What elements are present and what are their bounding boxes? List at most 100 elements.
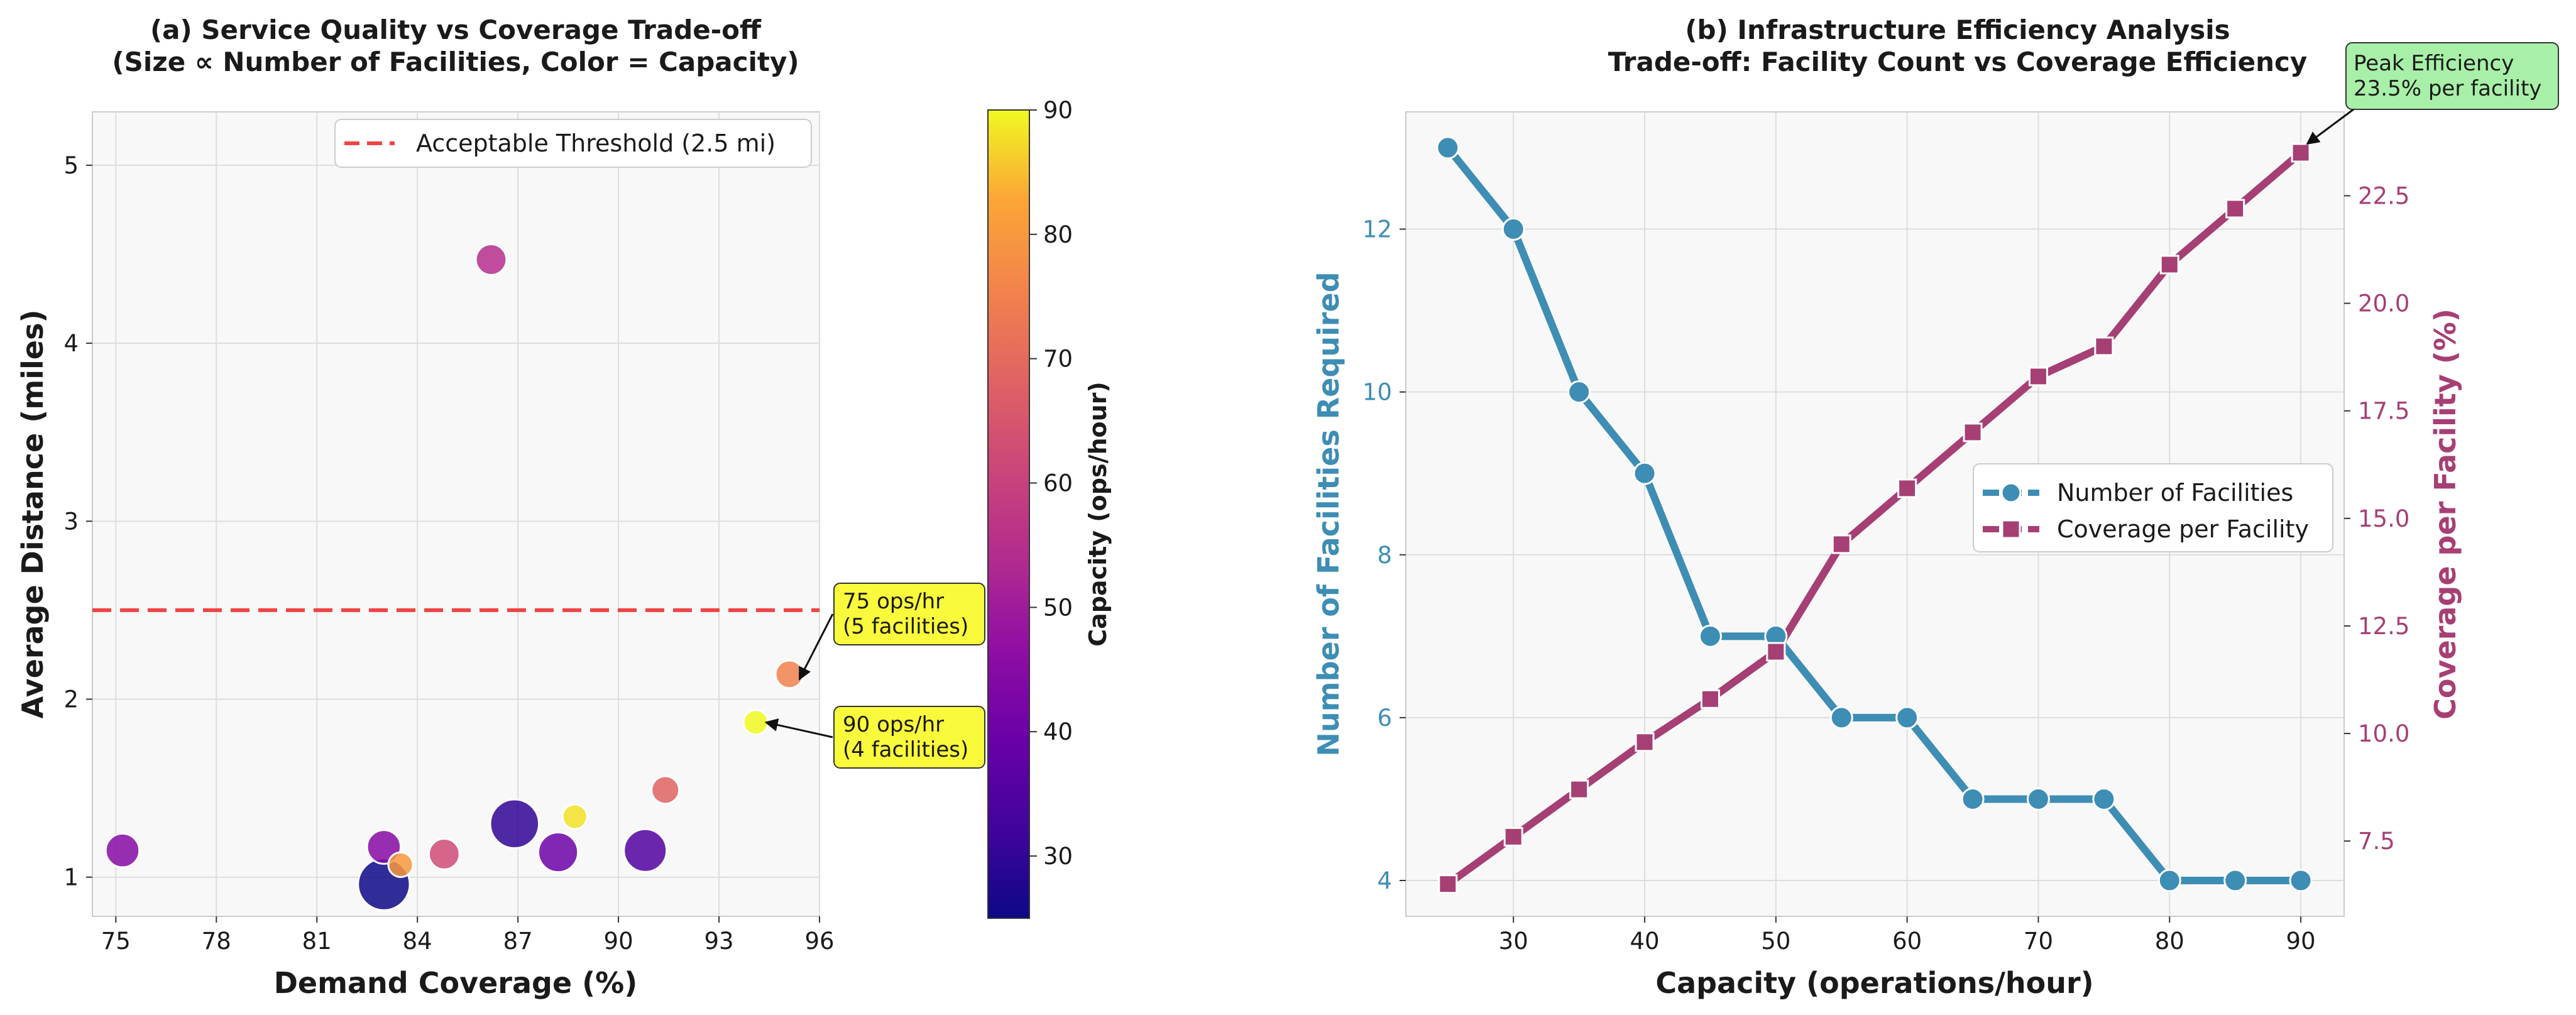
chart-a-subtitle: (Size ∝ Number of Facilities, Color = Ca… — [112, 47, 799, 77]
x-tick-label: 80 — [2155, 928, 2184, 955]
colorbar-label: Capacity (ops/hour) — [1084, 381, 1112, 647]
x-tick-label: 78 — [202, 928, 231, 955]
y2-tick-label: 17.5 — [2358, 398, 2409, 425]
y-tick-label: 2 — [63, 686, 79, 713]
chart-a-ticks: 75 78 81 84 87 90 93 96 1 2 3 4 5 — [63, 152, 834, 955]
peak-annotation-line2: 23.5% per facility — [2354, 76, 2541, 101]
facilities-point — [2157, 869, 2181, 892]
x-tick-label: 40 — [1630, 928, 1659, 955]
facilities-point — [2026, 787, 2050, 811]
scatter-point — [489, 798, 540, 850]
colorbar-tick-label: 60 — [1043, 470, 1073, 497]
legend-threshold-label: Acceptable Threshold (2.5 mi) — [416, 129, 776, 157]
x-tick-label: 30 — [1499, 928, 1528, 955]
coverage-point — [1897, 478, 1917, 498]
y-tick-label: 5 — [63, 152, 79, 179]
chart-a: (a) Service Quality vs Coverage Trade-of… — [16, 14, 1112, 1000]
x-tick-label: 60 — [1892, 928, 1922, 955]
y-tick-label: 3 — [63, 508, 79, 535]
coverage-point — [1438, 874, 1458, 894]
colorbar-ticks: 30 40 50 60 70 80 90 — [1029, 97, 1073, 870]
annotation-line1: 75 ops/hr — [843, 589, 944, 614]
coverage-point — [1700, 689, 1720, 709]
legend-box — [334, 119, 812, 168]
colorbar-tick-label: 90 — [1043, 97, 1073, 124]
coverage-point — [2291, 143, 2311, 163]
x-tick-label: 90 — [604, 928, 633, 955]
coverage-point — [1766, 642, 1786, 662]
facilities-point — [2223, 869, 2247, 892]
peak-annotation-line1: Peak Efficiency — [2354, 51, 2514, 76]
annotation-arrow — [764, 718, 833, 738]
chart-b-subtitle: Trade-off: Facility Count vs Coverage Ef… — [1608, 47, 2308, 77]
chart-b-ticks: 30 40 50 60 70 80 90 4 6 8 10 12 7.5 10.0 12.5 15.0 17.5… — [1362, 182, 2409, 955]
colorbar-tick-label: 80 — [1043, 221, 1073, 248]
facilities-point — [2092, 787, 2116, 811]
peak-annotation: Peak Efficiency 23.5% per facility — [2306, 42, 2559, 145]
series-facilities-line — [1445, 145, 2301, 884]
facilities-point — [2289, 869, 2313, 892]
y2-tick-label: 12.5 — [2358, 613, 2409, 640]
y2-tick-label: 15.0 — [2358, 505, 2409, 532]
peak-annotation-box — [2345, 42, 2559, 110]
annotation-arrow — [798, 613, 834, 681]
scatter-point — [742, 709, 769, 736]
chart-b-y2label: Coverage per Facility (%) — [2428, 309, 2462, 720]
coverage-point — [2028, 366, 2048, 387]
y2-tick-label: 22.5 — [2358, 182, 2409, 209]
scatter-point — [650, 775, 681, 805]
y-tick-label: 10 — [1362, 379, 1392, 406]
x-tick-label: 50 — [1761, 928, 1790, 955]
chart-b-title: (b) Infrastructure Efficiency Analysis — [1685, 14, 2230, 45]
legend-facilities-marker — [2000, 482, 2022, 503]
chart-a-legend: Acceptable Threshold (2.5 mi) — [334, 119, 812, 168]
y2-tick-label: 20.0 — [2358, 290, 2409, 317]
series-coverage-points — [1438, 143, 2311, 894]
scatter-point — [474, 243, 508, 276]
peak-annotation-arrow — [2306, 108, 2354, 145]
y2-tick-label: 7.5 — [2358, 828, 2395, 855]
chart-a-ylabel: Average Distance (miles) — [16, 310, 50, 719]
facilities-point — [1829, 706, 1853, 730]
colorbar-tick-label: 70 — [1043, 346, 1073, 373]
facilities-point — [1501, 217, 1525, 241]
y-tick-label: 8 — [1377, 542, 1392, 569]
coverage-point — [1635, 732, 1655, 752]
chart-b-legend: Number of Facilities Coverage per Facili… — [1973, 463, 2333, 552]
chart-a-annotations: 75 ops/hr(5 facilities) 90 ops/hr(4 facil… — [764, 583, 985, 769]
legend-coverage-marker — [2001, 519, 2021, 539]
facilities-point — [1633, 461, 1657, 485]
scatter-point — [104, 832, 141, 869]
annotation-box — [833, 583, 985, 645]
scatter-point — [537, 831, 579, 874]
coverage-point — [1569, 779, 1589, 799]
coverage-point — [1503, 826, 1523, 847]
series-facilities-points — [1436, 136, 2313, 892]
facilities-point — [1698, 624, 1722, 648]
chart-b: (b) Infrastructure Efficiency Analysis T… — [1312, 14, 2559, 1000]
chart-a-xlabel: Demand Coverage (%) — [274, 966, 638, 1000]
y-tick-label: 4 — [63, 330, 79, 357]
legend-facilities-label: Number of Facilities — [2057, 479, 2293, 507]
coverage-point — [2159, 255, 2179, 275]
scatter-point — [774, 659, 804, 689]
facilities-point — [1567, 380, 1591, 404]
facilities-point — [1961, 787, 1985, 811]
chart-a-plot-area — [92, 111, 820, 917]
y-tick-label: 1 — [63, 864, 79, 891]
x-tick-label: 70 — [2024, 928, 2053, 955]
colorbar-tick-label: 30 — [1043, 843, 1073, 870]
x-tick-label: 93 — [704, 928, 733, 955]
scatter-point — [427, 837, 461, 870]
scatter-point — [623, 828, 668, 873]
colorbar — [987, 109, 1030, 919]
coverage-point — [2225, 199, 2245, 219]
annotation-line1: 90 ops/hr — [843, 712, 944, 737]
chart-b-xlabel: Capacity (operations/hour) — [1655, 966, 2093, 1000]
y2-tick-label: 10.0 — [2358, 720, 2409, 747]
annotation-box — [833, 706, 985, 769]
y-tick-label: 6 — [1377, 705, 1392, 732]
facilities-point — [1895, 706, 1919, 730]
chart-b-ylabel: Number of Facilities Required — [1312, 272, 1346, 756]
